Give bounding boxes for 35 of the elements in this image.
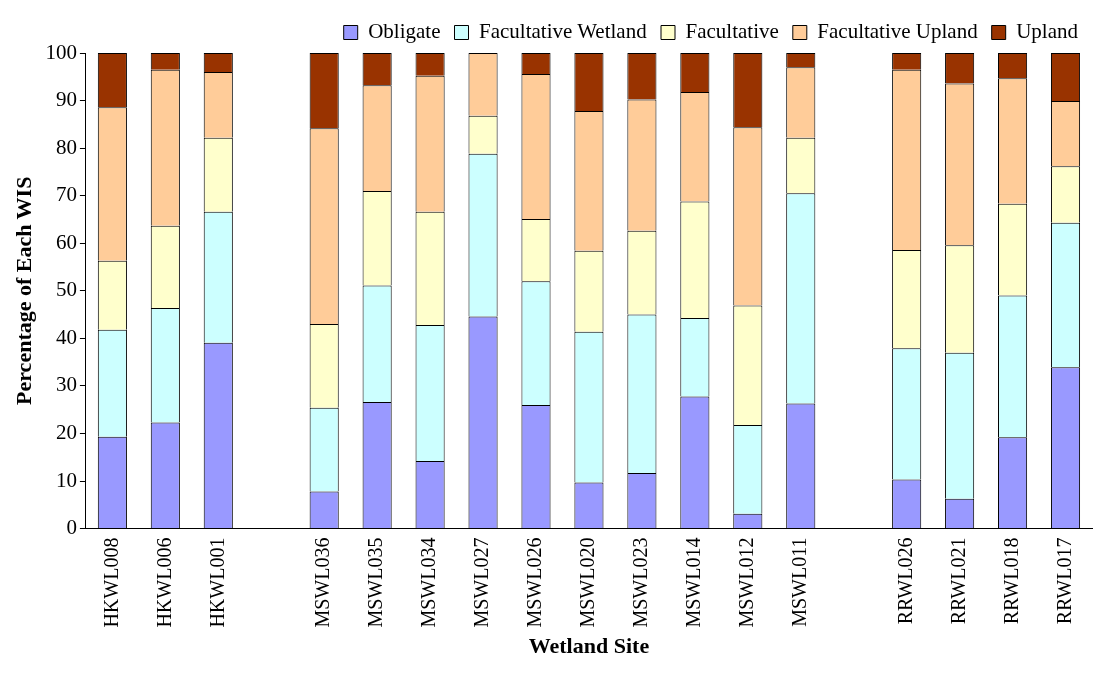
x-tick-label: MSWL012 <box>735 537 758 628</box>
y-tick-label: 100 <box>45 39 77 64</box>
x-tick-label: RRWL018 <box>999 537 1022 625</box>
x-tick-label: MSWL026 <box>523 537 546 628</box>
x-axis-title: Wetland Site <box>528 633 650 659</box>
x-tick-label: MSWL023 <box>629 537 652 628</box>
x-tick-label: MSWL035 <box>364 537 387 628</box>
y-tick-label: 30 <box>55 372 77 397</box>
x-tick-label: RRWL017 <box>1052 537 1075 625</box>
legend-label: Obligate <box>368 19 441 44</box>
x-tick-label: MSWL011 <box>788 537 811 627</box>
x-tick-label: MSWL034 <box>417 537 440 628</box>
x-tick-label: MSWL036 <box>311 537 334 628</box>
x-tick-label: MSWL020 <box>576 537 599 628</box>
legend-label: Facultative <box>685 19 779 44</box>
y-tick-label: 80 <box>55 134 77 159</box>
x-tick-label: RRWL021 <box>946 537 969 625</box>
y-tick-label: 40 <box>55 324 77 349</box>
y-tick-label: 10 <box>55 467 77 492</box>
y-tick-label: 50 <box>55 277 77 302</box>
y-tick-label: 90 <box>55 87 77 112</box>
y-tick-label: 60 <box>55 229 77 254</box>
legend-label: Facultative Upland <box>817 19 979 44</box>
x-tick-label: HKWL006 <box>152 537 175 628</box>
y-tick-label: 70 <box>55 182 77 207</box>
x-tick-label: MSWL027 <box>470 537 493 628</box>
legend-label: Upland <box>1016 19 1079 44</box>
x-tick-label: HKWL008 <box>99 537 122 628</box>
legend-label: Facultative Wetland <box>479 19 648 44</box>
x-tick-label: RRWL026 <box>893 537 916 625</box>
x-tick-label: HKWL001 <box>205 537 228 628</box>
y-axis-title: Percentage of Each WIS <box>10 176 36 405</box>
y-tick-label: 20 <box>55 420 77 444</box>
y-tick-label: 0 <box>66 515 77 540</box>
x-tick-label: MSWL014 <box>682 537 705 628</box>
